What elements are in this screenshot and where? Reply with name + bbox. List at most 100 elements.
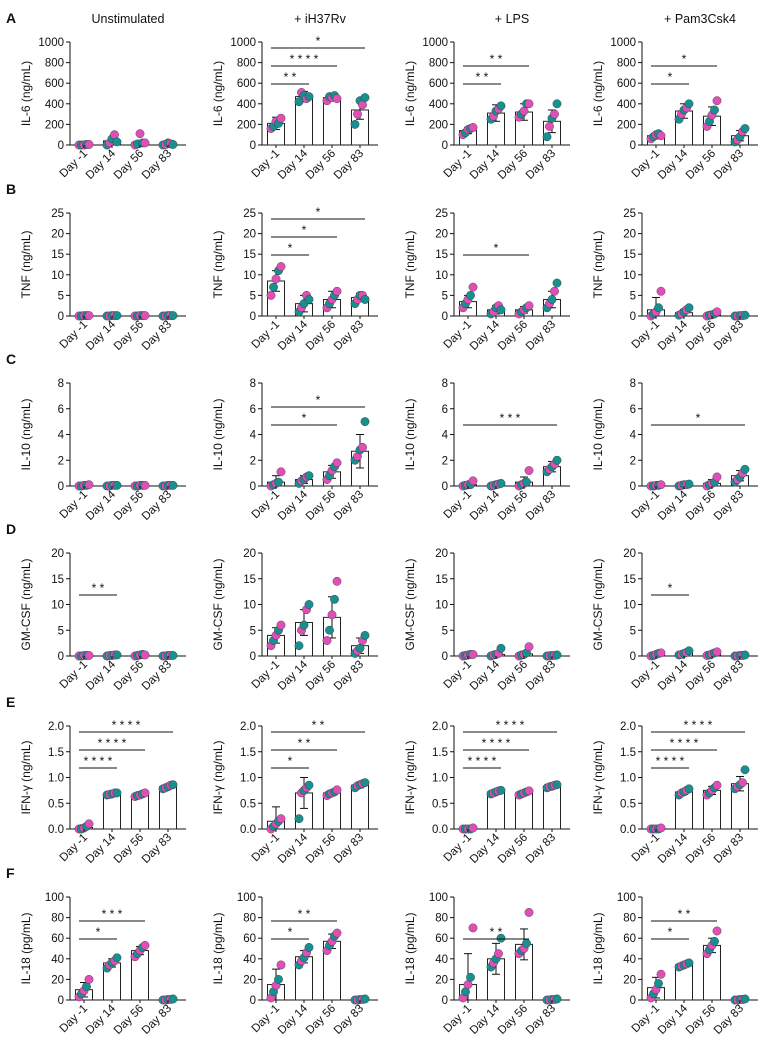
y-tick-label: 1.0 — [240, 773, 256, 785]
data-point — [84, 651, 94, 660]
panel-letter: E — [6, 694, 15, 710]
significance-label: * * — [298, 736, 311, 750]
x-tick-label: Day 56 — [496, 148, 530, 182]
significance-label: * * * * — [112, 718, 141, 732]
x-tick-label: Day 83 — [524, 489, 558, 523]
data-point — [712, 926, 722, 936]
y-tick-label: 5 — [442, 290, 448, 302]
data-point — [712, 472, 722, 482]
data-point — [684, 479, 694, 489]
significance-label: * * * * — [98, 736, 127, 750]
data-point — [140, 650, 150, 660]
y-tick-label: 6 — [630, 404, 636, 416]
y-tick-label: 25 — [51, 208, 64, 220]
data-point — [304, 471, 314, 481]
x-tick-label: Day 56 — [112, 1003, 146, 1037]
y-tick-label: 1.5 — [48, 747, 64, 759]
y-tick-label: 800 — [45, 58, 64, 70]
y-tick-label: 20 — [243, 229, 256, 241]
data-point — [168, 311, 178, 320]
y-tick-label: 800 — [429, 58, 448, 70]
x-tick-label: Day 83 — [712, 832, 746, 866]
data-point — [168, 651, 178, 660]
y-axis-title: IFN-γ (ng/mL) — [403, 740, 417, 814]
data-point — [656, 969, 666, 979]
x-tick-label: Day 83 — [332, 659, 366, 693]
y-tick-label: 0.5 — [620, 798, 636, 810]
y-tick-label: 1000 — [422, 37, 448, 49]
data-point — [684, 303, 694, 313]
y-tick-label: 20 — [435, 548, 448, 560]
y-tick-label: 80 — [243, 913, 256, 925]
y-tick-label: 0 — [442, 995, 448, 1007]
data-point — [684, 646, 694, 656]
significance-label: * * * * — [468, 754, 497, 768]
x-tick-label: Day 56 — [684, 319, 718, 353]
y-tick-label: 20 — [243, 548, 256, 560]
x-tick-label: Day 83 — [140, 489, 174, 523]
significance-label: * * * * — [482, 736, 511, 750]
data-point — [360, 994, 370, 1004]
data-point — [355, 643, 365, 653]
data-point — [304, 780, 314, 790]
y-tick-label: 600 — [617, 78, 636, 90]
data-point — [360, 93, 370, 103]
y-tick-label: 2 — [58, 455, 64, 467]
y-tick-label: 600 — [45, 78, 64, 90]
y-tick-label: 10 — [623, 270, 636, 282]
y-tick-label: 8 — [58, 378, 64, 390]
data-point — [496, 101, 506, 111]
y-tick-label: 0 — [58, 481, 64, 493]
x-tick-label: Day 14 — [84, 658, 119, 693]
x-tick-label: Day 83 — [524, 148, 558, 182]
data-point — [496, 933, 506, 943]
significance-label: * * — [476, 70, 489, 84]
data-point — [168, 480, 178, 490]
x-tick-label: Day 14 — [84, 488, 119, 523]
y-tick-label: 2 — [250, 455, 256, 467]
significance-label: * — [494, 241, 499, 255]
y-tick-label: 15 — [435, 574, 448, 586]
y-tick-label: 1.0 — [620, 773, 636, 785]
x-tick-label: Day 14 — [84, 147, 119, 182]
y-tick-label: 600 — [237, 78, 256, 90]
y-axis-title: GM-CSF (ng/mL) — [211, 558, 225, 650]
x-tick-label: Day 56 — [112, 148, 146, 182]
data-point — [353, 109, 362, 119]
y-tick-label: 0 — [442, 140, 448, 152]
x-tick-label: Day 83 — [712, 659, 746, 693]
x-tick-label: Day 14 — [84, 318, 119, 353]
y-tick-label: 5 — [630, 625, 636, 637]
data-point — [547, 295, 557, 304]
y-tick-label: 5 — [58, 625, 64, 637]
significance-label: * * — [92, 581, 105, 595]
x-tick-label: Day 56 — [684, 832, 718, 866]
y-tick-label: 20 — [51, 548, 64, 560]
y-tick-label: 25 — [435, 208, 448, 220]
data-point — [524, 466, 534, 475]
significance-label: * * * * — [656, 754, 685, 768]
significance-label: * * * * — [84, 754, 113, 768]
x-tick-label: Day 14 — [468, 658, 503, 693]
significance-label: * * — [298, 907, 311, 921]
x-tick-label: Day 56 — [112, 489, 146, 523]
data-point — [140, 138, 150, 148]
y-tick-label: 2.0 — [240, 721, 256, 733]
data-point — [552, 99, 562, 109]
significance-label: * * — [490, 925, 503, 939]
x-tick-label: Day 56 — [112, 659, 146, 693]
y-axis-title: IL-18 (pg/mL) — [591, 912, 605, 984]
data-point — [332, 458, 342, 468]
data-point — [332, 94, 342, 104]
y-tick-label: 0.5 — [240, 798, 256, 810]
y-tick-label: 0 — [250, 481, 256, 493]
y-tick-label: 10 — [435, 600, 448, 612]
